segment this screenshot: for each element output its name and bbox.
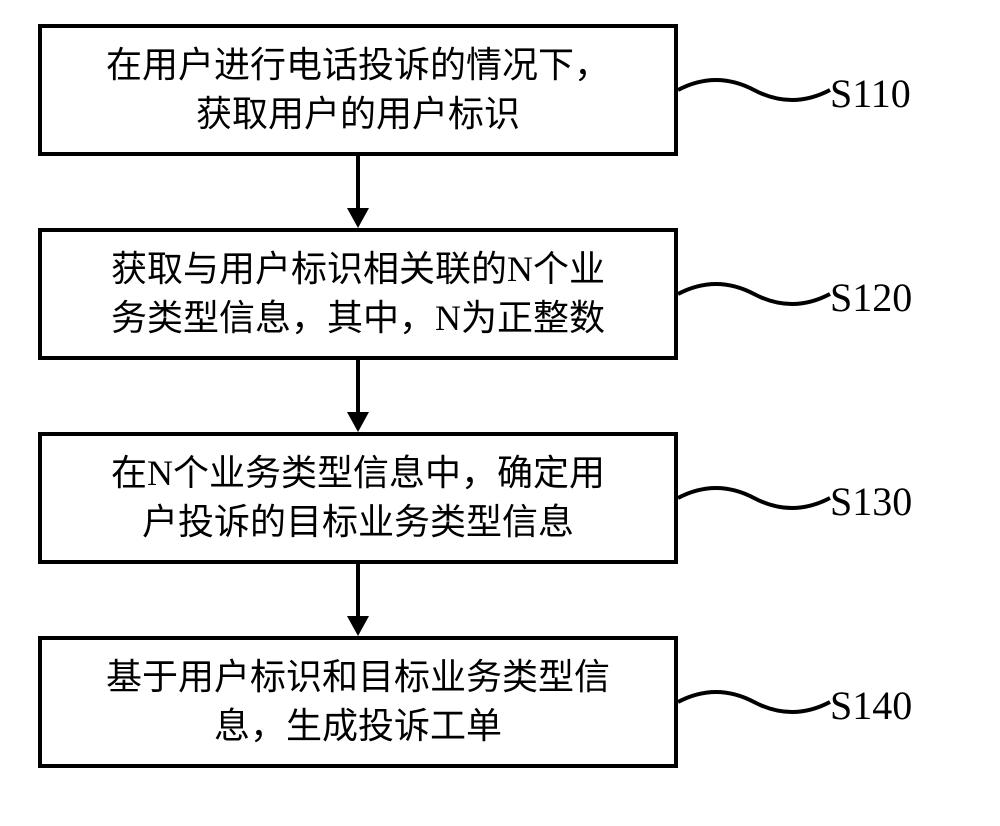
- arrow-1: [336, 360, 380, 432]
- arrow-2: [336, 564, 380, 636]
- connector-s110: [678, 65, 830, 115]
- flowchart-canvas: 在用户进行电话投诉的情况下，获取用户的用户标识 S110 获取与用户标识相关联的N个…: [0, 0, 1000, 826]
- step-text: 基于用户标识和目标业务类型信息，生成投诉工单: [106, 653, 610, 750]
- arrow-0: [336, 156, 380, 228]
- step-label-s140: S140: [830, 682, 912, 729]
- connector-s120: [678, 269, 830, 319]
- step-label-s110: S110: [830, 70, 911, 117]
- connector-s140: [678, 677, 830, 727]
- step-text: 在N个业务类型信息中，确定用户投诉的目标业务类型信息: [111, 449, 605, 546]
- step-box-s110: 在用户进行电话投诉的情况下，获取用户的用户标识: [38, 24, 678, 156]
- step-label-s120: S120: [830, 274, 912, 321]
- step-label-s130: S130: [830, 478, 912, 525]
- step-text: 获取与用户标识相关联的N个业务类型信息，其中，N为正整数: [111, 245, 605, 342]
- step-box-s140: 基于用户标识和目标业务类型信息，生成投诉工单: [38, 636, 678, 768]
- step-text: 在用户进行电话投诉的情况下，获取用户的用户标识: [106, 41, 610, 138]
- connector-s130: [678, 473, 830, 523]
- step-box-s130: 在N个业务类型信息中，确定用户投诉的目标业务类型信息: [38, 432, 678, 564]
- step-box-s120: 获取与用户标识相关联的N个业务类型信息，其中，N为正整数: [38, 228, 678, 360]
